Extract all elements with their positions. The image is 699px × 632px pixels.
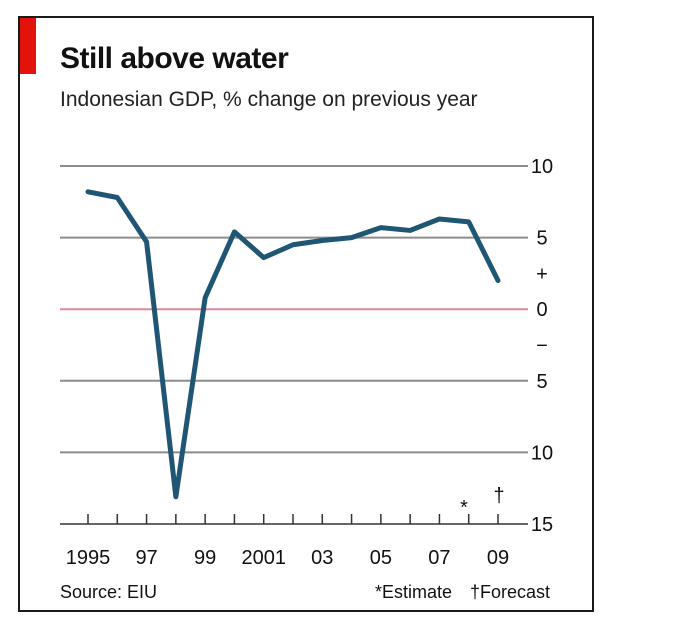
forecast-note: †Forecast — [470, 582, 550, 602]
chart-subtitle: Indonesian GDP, % change on previous yea… — [60, 88, 478, 111]
y-tick-label: 0 — [536, 299, 547, 321]
red-tab-accent — [20, 18, 36, 74]
y-tick-label: 5 — [536, 228, 547, 250]
x-tick-label: 07 — [428, 547, 450, 569]
x-tick-label: 03 — [311, 547, 333, 569]
x-tick-label: 1995 — [66, 547, 111, 569]
forecast-mark: † — [493, 485, 504, 507]
series-layer — [85, 189, 501, 500]
footnote-marks: * † — [460, 485, 504, 519]
y-tick-label: 10 — [531, 442, 553, 464]
negative-sign-label: − — [536, 335, 548, 357]
x-tick-label: 2001 — [241, 547, 286, 569]
chart-frame — [18, 16, 594, 612]
chart-title: Still above water — [60, 42, 289, 75]
x-axis: 1995 97 99 2001 03 05 07 09 — [60, 514, 528, 569]
estimate-mark: * — [460, 497, 468, 519]
estimate-note: *Estimate — [375, 582, 452, 602]
gridlines — [60, 165, 528, 454]
x-tick-label: 97 — [135, 547, 157, 569]
source-note: Source: EIU — [60, 582, 157, 602]
y-axis-ticks: 10 5 0 5 10 15 + − — [531, 156, 553, 536]
y-tick-label: 10 — [531, 156, 553, 178]
x-tick-label: 09 — [487, 547, 509, 569]
x-tick-label: 99 — [194, 547, 216, 569]
x-tick-label: 05 — [370, 547, 392, 569]
positive-sign-label: + — [536, 263, 548, 285]
gdp-growth-line — [85, 189, 501, 500]
y-tick-label: 15 — [531, 514, 553, 536]
y-tick-label: 5 — [536, 371, 547, 393]
